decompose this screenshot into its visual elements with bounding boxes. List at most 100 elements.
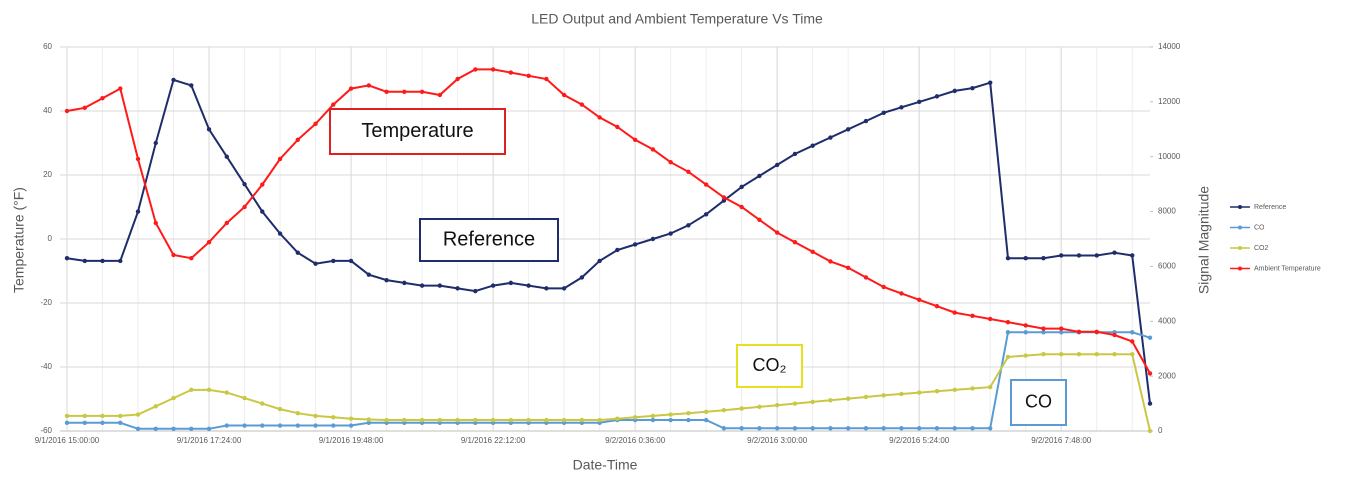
point [615,124,620,130]
point [970,313,975,318]
point [189,426,194,432]
point [899,426,904,431]
point [615,247,620,253]
point [561,286,567,291]
point [224,154,229,159]
point [721,426,727,431]
point [1112,352,1117,357]
point [1147,371,1153,376]
annotation-box [329,108,506,155]
x-axis-title: Date-Time [573,457,638,473]
point [402,89,407,95]
point [224,220,229,226]
point [881,426,886,431]
point [544,76,549,82]
point [455,417,460,423]
point [668,231,673,236]
point [455,76,460,82]
point [721,407,727,413]
point [810,426,815,431]
point [526,283,531,288]
point [295,410,301,416]
point [402,280,407,286]
point [1041,326,1046,331]
point [845,426,851,431]
point [64,420,70,425]
point [348,416,354,421]
point [135,156,141,162]
point [277,406,283,412]
legend-label: Reference [1254,204,1286,211]
point [774,162,780,168]
point [1023,353,1028,358]
point [171,252,176,258]
point [206,127,212,132]
point [1023,330,1028,335]
point [721,198,727,203]
point [650,413,656,419]
annotation-box [1010,379,1067,426]
point [260,423,265,428]
point [473,67,478,72]
point [348,86,354,91]
x-tick-label: 9/1/2016 22:12:00 [461,436,526,445]
point [899,105,904,110]
point [757,217,762,222]
point [224,390,229,395]
point [703,182,709,187]
point [366,417,372,422]
point [970,386,975,391]
point [260,401,265,406]
point [579,275,585,280]
point [881,284,886,290]
point [82,258,87,264]
point [1130,253,1135,258]
point [1094,352,1099,357]
point [952,88,957,94]
point [366,420,372,425]
point [597,115,602,120]
point [1112,332,1117,338]
x-tick-label: 9/2/2016 7:48:00 [1031,436,1092,445]
point [1023,323,1028,328]
point [1130,352,1135,357]
point [490,417,496,423]
point [650,147,656,152]
point [703,409,709,414]
point [934,389,940,394]
point [615,416,620,421]
point [331,102,336,107]
point [490,67,496,72]
point [988,384,993,390]
point [1094,253,1099,258]
point [1112,250,1117,255]
x-tick-label: 9/1/2016 15:00:00 [35,436,100,445]
point [295,423,301,428]
point [881,393,886,398]
annotation-text: Temperature [361,120,473,142]
point [508,70,514,75]
point [490,283,496,288]
point [118,86,123,91]
point [632,242,638,247]
y-tick-label: 40 [43,106,52,115]
point [1059,330,1064,335]
point [331,415,336,420]
point [437,417,443,423]
point [419,283,425,288]
point [792,401,798,406]
point [721,195,727,200]
point [952,387,957,393]
point [419,417,425,423]
point [171,77,176,83]
point [739,406,744,411]
point [686,169,691,174]
point [597,258,602,264]
legend-marker [1238,266,1242,271]
point [82,420,87,425]
point [952,310,957,315]
series-line [66,78,1151,404]
legend-label: Ambient Temperature [1254,265,1321,272]
legend-label: CO2 [1254,245,1269,252]
point [473,417,478,423]
